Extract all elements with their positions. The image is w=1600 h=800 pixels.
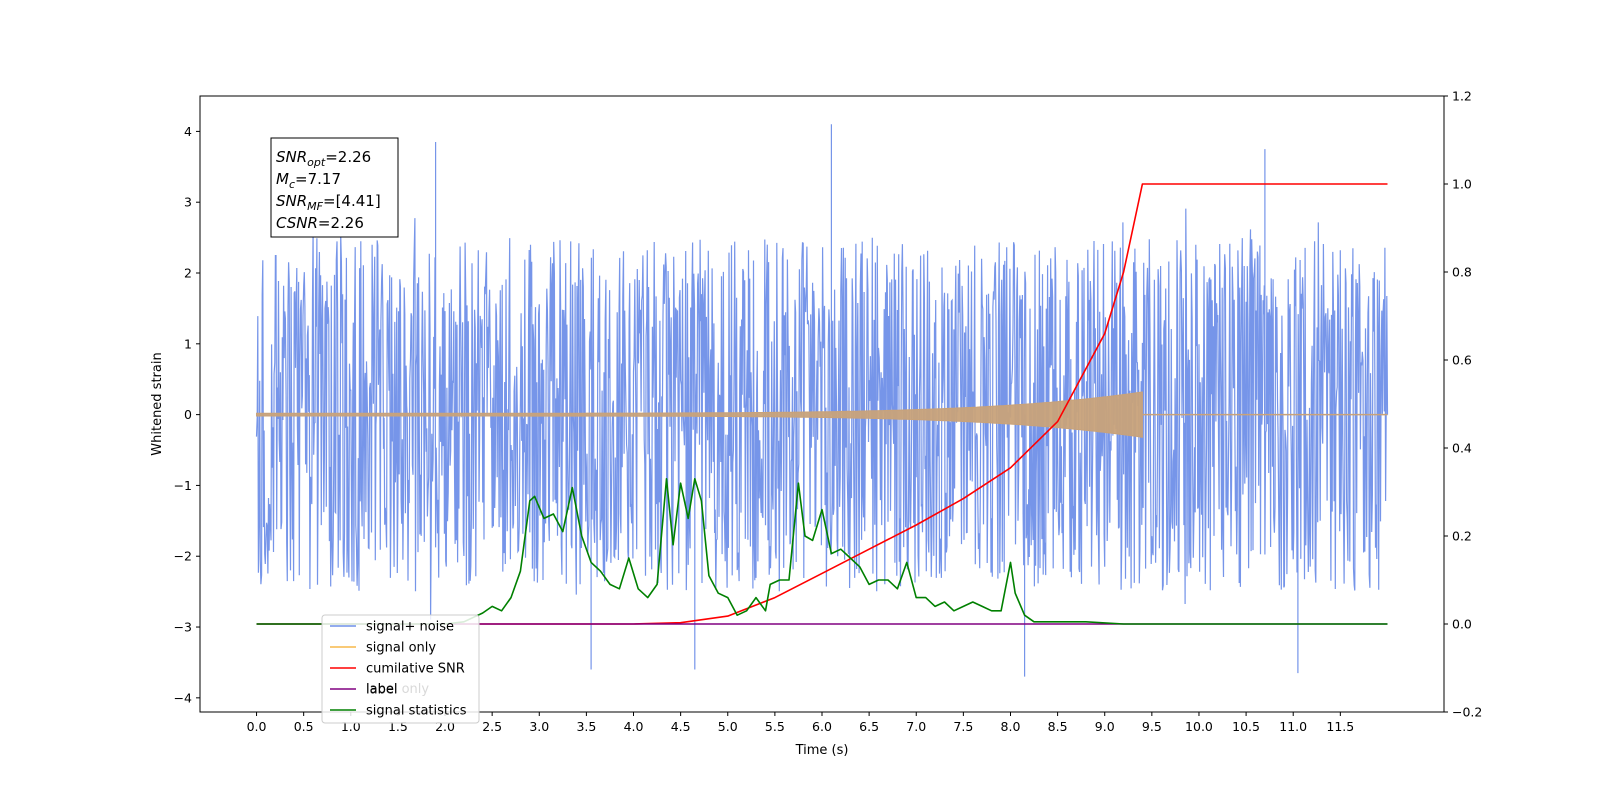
annotation-frame	[270, 137, 399, 238]
x-tick-label: 9.5	[1142, 719, 1162, 734]
legend-item: signal statistics	[330, 704, 467, 719]
x-tick-label: 7.5	[953, 719, 973, 734]
y-tick-label: 0	[184, 407, 192, 422]
x-axis-label: Time (s)	[795, 743, 849, 758]
legend-label: signal+ noise	[366, 620, 454, 635]
y-tick-label: −2	[174, 549, 192, 564]
legend-label: label	[366, 683, 397, 698]
y-tick-label: −1	[174, 478, 192, 493]
y2-tick-label: −0.2	[1452, 705, 1482, 720]
y2-tick-label: 0.6	[1452, 353, 1472, 368]
legend: signal+ noise signal only cumilative SNR la…	[321, 614, 480, 724]
series-signal-noise	[255, 124, 1389, 677]
x-tick-label: 0.0	[247, 719, 267, 734]
x-tick-label: 9.0	[1095, 719, 1115, 734]
legend-item: cumilative SNR	[330, 662, 465, 677]
y2-tick-label: 0.2	[1452, 529, 1472, 544]
y2-tick-label: 1.2	[1452, 89, 1472, 104]
series-cumilative-snr	[256, 183, 1388, 625]
y2-tick-label: 0.8	[1452, 265, 1472, 280]
y-tick-label: 2	[184, 266, 192, 281]
y2-tick-label: 0.4	[1452, 441, 1472, 456]
x-tick-label: 4.0	[624, 719, 644, 734]
x-tick-label: 7.0	[906, 719, 926, 734]
legend-label-faded: label only	[366, 682, 429, 697]
x-tick-label: 3.0	[529, 719, 549, 734]
y-tick-label: 3	[184, 195, 192, 210]
annotation-line: SNRMF=[4.41]	[276, 192, 381, 213]
x-tick-label: 6.5	[859, 719, 879, 734]
y2-tick-label: 1.0	[1452, 177, 1472, 192]
x-tick-label: 5.0	[718, 719, 738, 734]
x-tick-label: 4.5	[671, 719, 691, 734]
y-tick-label: 1	[184, 336, 192, 351]
x-tick-label: 0.5	[294, 719, 314, 734]
y-tick-label: −4	[174, 690, 192, 705]
annotation-line: CSNR=2.26	[276, 214, 364, 232]
x-tick-label: 5.5	[765, 719, 785, 734]
x-tick-label: 10.0	[1185, 719, 1213, 734]
series-signal-only	[256, 391, 1143, 438]
legend-item: signal+ noise	[330, 620, 454, 635]
x-tick-label: 11.5	[1326, 719, 1354, 734]
x-tick-label: 11.0	[1279, 719, 1307, 734]
x-tick-label: 6.0	[812, 719, 832, 734]
y-axis-label: Whitened strain	[150, 352, 165, 455]
y-tick-label: −3	[174, 620, 192, 635]
legend-label: signal statistics	[366, 704, 467, 719]
series-signal-statistics	[256, 477, 1388, 625]
x-tick-label: 8.5	[1048, 719, 1068, 734]
legend-label-overlay: label	[366, 682, 397, 697]
y-tick-label: 4	[184, 124, 192, 139]
x-tick-label: 3.5	[576, 719, 596, 734]
annotation-line: SNRopt=2.26	[276, 148, 371, 169]
legend-label: signal only	[366, 641, 436, 656]
legend-frame	[321, 614, 480, 724]
x-tick-label: 10.5	[1232, 719, 1260, 734]
x-tick-label: 2.5	[482, 719, 502, 734]
y2-tick-label: 0.0	[1452, 617, 1472, 632]
annotation-line: Mc=7.17	[276, 170, 341, 191]
x-tick-label: 8.0	[1001, 719, 1021, 734]
legend-item: signal only	[330, 641, 436, 656]
legend-label: cumilative SNR	[366, 662, 465, 677]
legend-item: label	[330, 683, 397, 698]
plot-area	[255, 124, 1389, 677]
